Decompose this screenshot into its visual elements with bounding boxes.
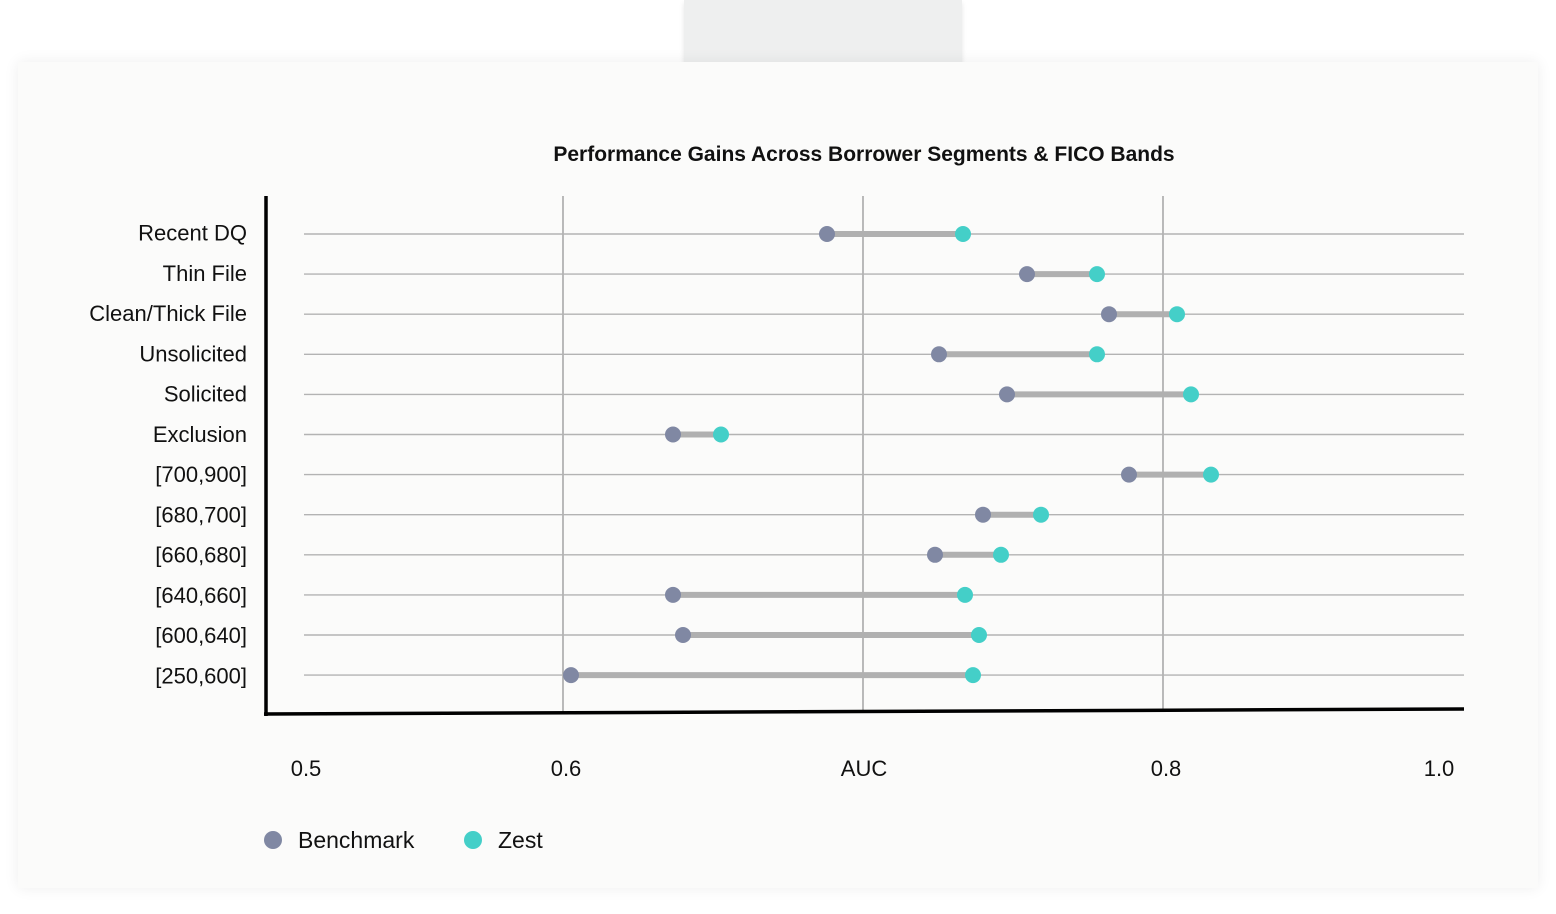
category-label: Recent DQ bbox=[138, 221, 247, 246]
benchmark-point bbox=[665, 586, 681, 603]
vertical-gridlines bbox=[562, 196, 1164, 712]
benchmark-point bbox=[1101, 306, 1117, 323]
category-label: Exclusion bbox=[153, 422, 247, 447]
benchmark-point bbox=[999, 386, 1015, 403]
zest-point bbox=[955, 226, 971, 242]
legend-label: Benchmark bbox=[298, 827, 415, 853]
benchmark-point bbox=[563, 667, 579, 684]
benchmark-point bbox=[819, 226, 835, 242]
zest-point bbox=[1033, 506, 1049, 523]
zest-point bbox=[965, 667, 981, 684]
x-tick-label: 0.8 bbox=[1151, 756, 1182, 781]
x-axis-line bbox=[263, 707, 1465, 716]
x-tick-label: AUC bbox=[841, 756, 888, 781]
x-tick-label: 0.5 bbox=[291, 756, 322, 781]
category-label: [660,680] bbox=[155, 543, 247, 568]
category-label: [700,900] bbox=[155, 462, 247, 487]
category-label: [680,700] bbox=[155, 502, 247, 527]
legend-marker bbox=[264, 831, 282, 849]
benchmark-point bbox=[931, 346, 947, 363]
category-label: Solicited bbox=[164, 382, 247, 407]
zest-point bbox=[713, 426, 729, 443]
zest-point bbox=[1169, 306, 1185, 323]
horizontal-gridlines bbox=[304, 233, 1464, 676]
legend: Benchmark Zest bbox=[264, 827, 543, 853]
benchmark-point bbox=[675, 627, 691, 643]
legend-marker bbox=[464, 831, 482, 849]
category-label: Thin File bbox=[163, 261, 247, 286]
category-label: Clean/Thick File bbox=[89, 301, 247, 326]
benchmark-point bbox=[927, 546, 943, 563]
zest-point bbox=[1183, 386, 1199, 403]
zest-point bbox=[1203, 466, 1219, 483]
category-label: [640,660] bbox=[155, 583, 247, 608]
benchmark-point bbox=[1121, 466, 1137, 483]
dumbbell-connectors bbox=[568, 231, 1214, 679]
zest-point bbox=[993, 546, 1009, 563]
zest-point bbox=[1089, 266, 1105, 283]
category-labels: Recent DQ Thin File Clean/Thick File Unsoli… bbox=[89, 221, 247, 689]
x-tick-label: 0.6 bbox=[551, 756, 582, 781]
x-tick-labels: 0.5 0.6 AUC 0.8 1.0 bbox=[291, 756, 1455, 781]
data-points bbox=[563, 226, 1219, 684]
zest-point bbox=[971, 627, 987, 643]
zest-point bbox=[957, 586, 973, 603]
benchmark-point bbox=[975, 506, 991, 523]
category-label: [250,600] bbox=[155, 663, 247, 688]
zest-point bbox=[1089, 346, 1105, 363]
category-label: Unsolicited bbox=[139, 341, 247, 366]
category-label: [600,640] bbox=[155, 623, 247, 648]
x-tick-label: 1.0 bbox=[1424, 756, 1455, 781]
benchmark-point bbox=[1019, 266, 1035, 283]
chart-title: Performance Gains Across Borrower Segmen… bbox=[553, 143, 1174, 166]
legend-label: Zest bbox=[498, 827, 543, 853]
benchmark-point bbox=[665, 426, 681, 443]
